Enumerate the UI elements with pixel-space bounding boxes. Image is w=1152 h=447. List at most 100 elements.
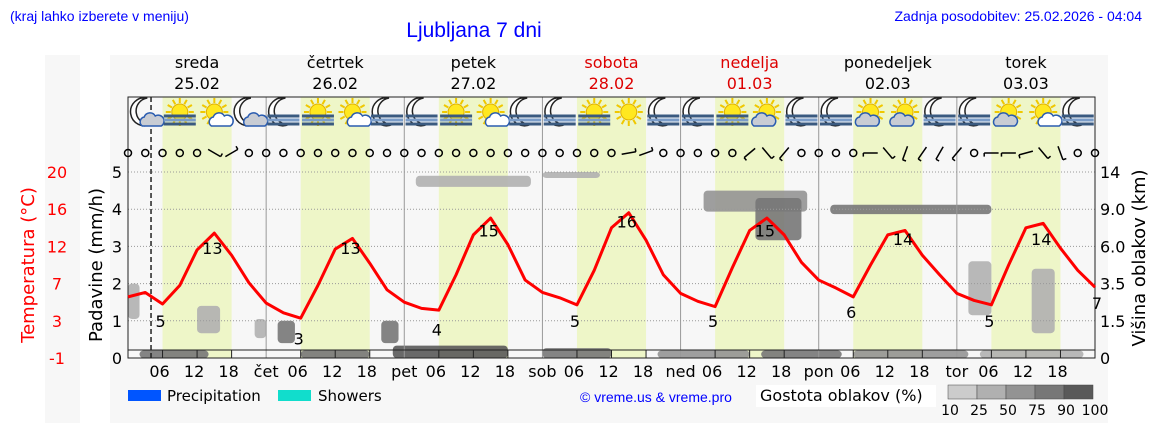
moon-fog-icon [958, 96, 991, 127]
sun-ray [770, 99, 775, 105]
wind-shaft [882, 147, 893, 159]
hour-tick: 06 [149, 362, 169, 381]
cloud-shape [854, 112, 881, 127]
sun-ray [356, 99, 361, 105]
temp-tick: 20 [47, 163, 67, 182]
location-hint[interactable]: (kraj lahko izberete v meniju) [10, 8, 189, 24]
sun-ray [774, 104, 780, 109]
sun-ray [1015, 115, 1022, 120]
wind-barb-icon [1000, 152, 1016, 157]
sun-graycloud-icon [751, 98, 781, 127]
sun-ray [443, 104, 449, 109]
cloud-patch [139, 350, 209, 358]
wind-feather [235, 145, 239, 150]
wind-calm-icon [158, 148, 167, 158]
wind-barb-icon [862, 152, 878, 157]
density-swatch [976, 384, 1007, 400]
sun-fog-icon [440, 98, 473, 126]
wind-calm-icon [313, 148, 323, 158]
sun-ray [167, 104, 173, 109]
wind-shaft [951, 147, 963, 159]
wind-feather [634, 148, 637, 152]
sun-ray [908, 99, 913, 105]
sun-ray [1030, 115, 1036, 120]
wind-barb-icon [207, 148, 224, 158]
hour-tick: 12 [322, 362, 342, 381]
day-date: 25.02 [174, 74, 220, 93]
day-date: 03.03 [1003, 74, 1049, 93]
moon-fog-icon [647, 96, 680, 127]
wind-calm-icon [175, 148, 185, 158]
cloud-height-tick: 14 [1100, 163, 1120, 182]
density-tick: 25 [970, 403, 988, 419]
sun-ray [183, 99, 188, 105]
sun-ray [1030, 104, 1036, 109]
wind-barb-icon [224, 145, 239, 158]
temp-tick: 12 [47, 237, 67, 256]
day-date: 02.03 [865, 74, 911, 93]
precip-tick: 2 [112, 275, 122, 294]
wind-barb-icon [951, 147, 963, 162]
hour-tick: 06 [702, 362, 722, 381]
cloud-patch [415, 175, 531, 187]
wind-calm-icon [348, 148, 357, 158]
sun-ray [217, 99, 223, 105]
cloud-height-tick: 9.0 [1100, 200, 1125, 219]
wind-calm-icon [123, 148, 133, 158]
temperature-label: 14 [893, 230, 913, 249]
precip-tick: 0 [112, 349, 122, 368]
daylight-band [300, 97, 370, 358]
cloud-patch [381, 320, 399, 344]
wind-feather [917, 158, 922, 162]
moon-fog-icon [543, 96, 576, 127]
sun-ray [877, 115, 884, 120]
sun-ray [912, 115, 918, 120]
wind-calm-icon [400, 148, 409, 158]
wind-shaft [743, 147, 756, 159]
sun-cloud-icon [476, 98, 511, 127]
density-tick: 90 [1057, 403, 1075, 419]
last-update: Zadnja posodobitev: 25.02.2026 - 04:04 [894, 8, 1142, 24]
temperature-label: 15 [478, 221, 498, 240]
sun-cloud-icon [1029, 98, 1063, 127]
sun-ray [482, 99, 487, 105]
wind-calm-icon [1090, 148, 1100, 158]
wind-feather [779, 157, 783, 162]
credit-link[interactable]: © vreme.us & vreme.pro [580, 389, 732, 405]
cloud-patch [277, 320, 295, 344]
wind-calm-icon [555, 148, 564, 158]
wind-barb-icon [778, 147, 790, 162]
sun-ray [1035, 99, 1040, 105]
day-name: torek [1005, 53, 1047, 72]
precipitation-swatch [128, 390, 161, 401]
wind-calm-icon [969, 148, 979, 158]
wind-barb-icon [639, 146, 654, 157]
hour-tick: 12 [184, 362, 204, 381]
sun-ray [774, 115, 780, 120]
sun-fog-icon [578, 98, 611, 126]
day-abbr-tick: pon [804, 362, 834, 381]
sun-ray [632, 99, 637, 105]
temp-axis-label: Temperatura (°C) [18, 187, 39, 344]
day-name: nedelja [720, 53, 779, 72]
sun-ray [478, 104, 484, 109]
sun-ray [616, 115, 622, 120]
legend-precipitation: Precipitation [167, 387, 261, 405]
wind-calm-icon [728, 148, 737, 158]
sun-cloud-icon [200, 98, 234, 127]
temperature-line [127, 211, 1097, 320]
wind-calm-icon [434, 148, 444, 158]
sun-ray [892, 104, 898, 109]
sun-ray [497, 104, 504, 109]
wind-calm-icon [538, 148, 547, 158]
sun-ray [996, 104, 1002, 109]
wind-barb-icon [983, 152, 999, 157]
sun-cloud-icon [338, 98, 373, 127]
sun-disc [585, 103, 603, 121]
day-name: četrtek [307, 53, 365, 72]
wind-barb-icon [621, 148, 637, 155]
precip-tick: 4 [112, 200, 122, 219]
wind-feather [891, 155, 896, 160]
density-swatch [1034, 384, 1065, 400]
wind-shaft [224, 148, 239, 158]
